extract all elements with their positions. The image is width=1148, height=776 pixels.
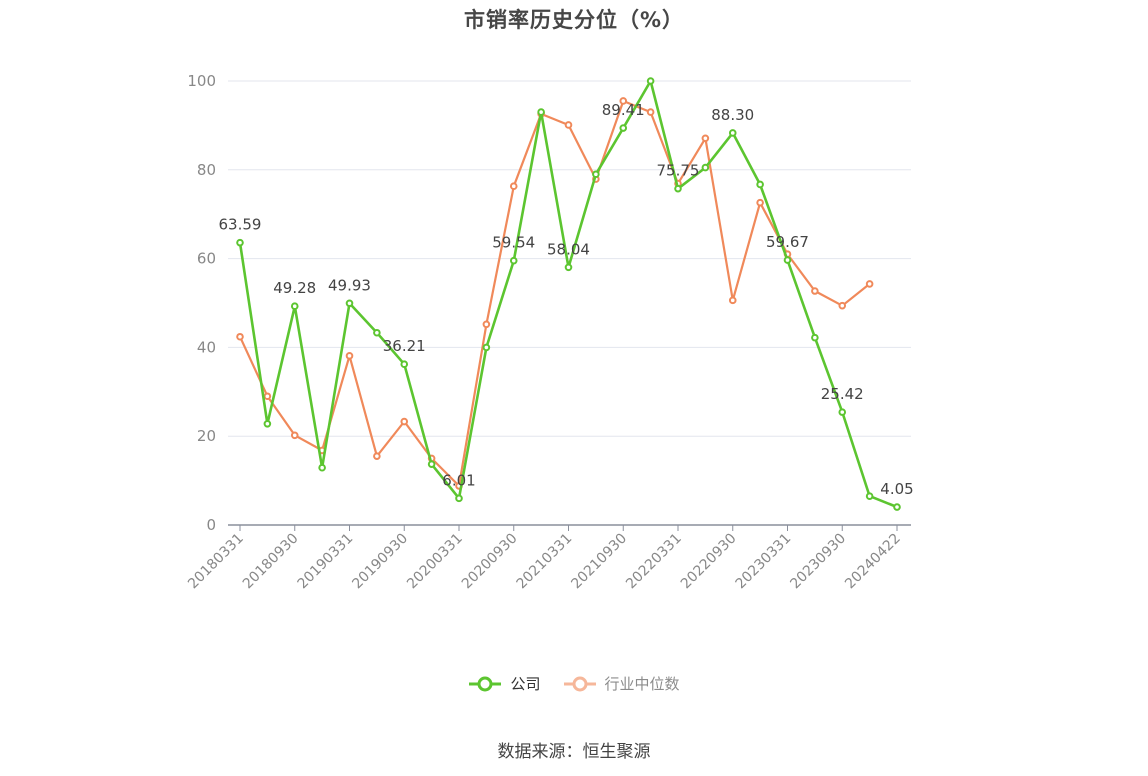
data-point-industry-20180930 (290, 431, 299, 440)
data-point-industry-20211231 (646, 108, 655, 116)
data-point-company-20210630 (592, 170, 600, 179)
data-point-company-20230630 (811, 333, 819, 342)
data-point-company-20210930 (619, 124, 628, 132)
data-label-company-20240422: 4.05 (880, 480, 913, 498)
x-tick-label-20200930: 20200930 (459, 531, 521, 593)
data-label-company-20220331: 75.75 (657, 162, 700, 180)
data-point-company-20181231 (318, 463, 326, 472)
x-tick-label-20180930: 20180930 (240, 531, 302, 593)
data-point-company-20190331 (345, 299, 354, 308)
data-point-industry-20200630 (482, 320, 491, 329)
data-point-company-20200630 (482, 343, 491, 352)
data-point-company-20230331 (783, 256, 792, 264)
legend-company-icon (469, 676, 502, 691)
data-point-company-20190630 (373, 328, 381, 337)
x-tick-label-20200331: 20200331 (404, 531, 466, 593)
data-label-company-20190331: 49.93 (328, 276, 371, 294)
series-line-industry (239, 99, 871, 487)
data-labels: 63.59 49.28 49.93 36.21 6.01 59.54 58.04 89.41 7… (219, 101, 914, 498)
data-point-company-20201231 (537, 108, 545, 116)
data-label-company-20200930: 59.54 (492, 234, 535, 252)
y-tick-label-20: 20 (197, 427, 216, 445)
grid-lines (228, 80, 911, 437)
legend-industry-icon (563, 676, 596, 691)
y-tick-label-80: 80 (197, 161, 216, 179)
x-tick-label-20190331: 20190331 (295, 531, 357, 593)
y-tick-label-40: 40 (197, 338, 216, 356)
data-label-company-20230930: 25.42 (821, 385, 864, 403)
x-tick-label-20220930: 20220930 (678, 531, 740, 593)
data-point-company-20220930 (728, 129, 737, 137)
data-point-company-20200930 (509, 256, 518, 265)
data-point-industry-20200930 (509, 182, 518, 191)
data-label-company-20200331: 6.01 (442, 471, 475, 489)
x-tick-label-20190930: 20190930 (349, 531, 411, 593)
data-point-company-20180930 (290, 302, 299, 310)
chart-plot-area: 0 20 40 60 80 100 2018033120180930201903312019… (185, 72, 914, 593)
data-point-company-20211231 (646, 77, 655, 85)
series-lines (236, 77, 901, 511)
data-point-industry-20190630 (373, 452, 381, 460)
x-tick-label-20230930: 20230930 (787, 531, 849, 593)
legend-item-company[interactable]: 公司 (468, 673, 541, 694)
data-point-company-20221231 (756, 180, 764, 189)
data-point-industry-20190930 (400, 417, 409, 426)
x-tick-label-20180331: 20180331 (185, 531, 247, 593)
chart-title: 市销率历史分位（%） (463, 8, 685, 32)
legend-company-label: 公司 (510, 675, 541, 693)
data-point-industry-20210930 (619, 97, 628, 105)
legend-industry-label: 行业中位数 (604, 675, 680, 693)
y-tick-label-60: 60 (197, 250, 216, 268)
legend-item-industry[interactable]: 行业中位数 (563, 673, 680, 694)
x-tick-label-20230331: 20230331 (733, 531, 795, 593)
data-label-company-20180331: 63.59 (219, 216, 262, 234)
data-point-company-20210331 (564, 263, 573, 272)
data-label-company-20190930: 36.21 (383, 337, 426, 355)
data-point-industry-20230630 (811, 287, 819, 295)
data-point-company-20190930 (400, 360, 409, 369)
data-point-company-20180630 (263, 419, 272, 428)
data-point-industry-20231231 (865, 280, 874, 288)
data-point-industry-20220930 (728, 296, 737, 305)
data-point-industry-20220630 (701, 134, 710, 143)
data-point-company-20230930 (838, 408, 847, 416)
data-point-company-20220331 (674, 184, 682, 193)
data-label-company-20220930: 88.30 (711, 106, 754, 124)
data-point-industry-20210331 (564, 121, 573, 129)
x-tick-label-20210331: 20210331 (514, 531, 576, 593)
data-point-company-20191231 (427, 460, 436, 468)
x-tick-label-20210930: 20210930 (568, 531, 630, 593)
x-tick-label-20220331: 20220331 (623, 531, 685, 593)
data-label-company-20210331: 58.04 (547, 240, 590, 258)
x-tick-label-20240422: 20240422 (842, 531, 904, 593)
legend: 公司 行业中位数 (0, 673, 1148, 694)
data-point-industry-20221231 (756, 198, 764, 207)
data-point-company-20240422 (893, 503, 901, 511)
data-source-note: 数据来源：恒生聚源 (497, 742, 651, 762)
data-label-company-20230331: 59.67 (766, 233, 809, 251)
data-point-industry-20180331 (236, 332, 244, 341)
data-point-company-20180331 (236, 238, 244, 247)
data-point-company-20220630 (701, 163, 710, 172)
data-point-company-20231231 (865, 492, 874, 500)
y-tick-label-0: 0 (206, 516, 216, 534)
data-point-industry-20230930 (838, 301, 847, 310)
data-label-company-20180930: 49.28 (273, 279, 316, 297)
data-point-industry-20190331 (345, 352, 354, 360)
data-point-industry-20180630 (263, 392, 272, 401)
data-point-company-20200331 (455, 494, 463, 503)
data-label-company-20210930: 89.41 (602, 101, 645, 119)
y-tick-label-100: 100 (187, 72, 216, 90)
